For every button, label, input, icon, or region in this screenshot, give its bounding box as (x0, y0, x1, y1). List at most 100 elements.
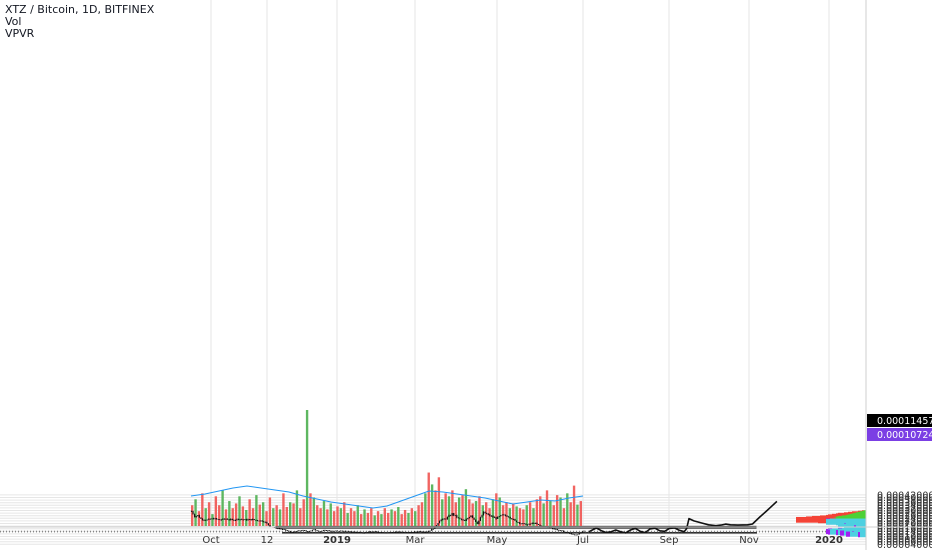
candle-body (250, 519, 252, 521)
volume-bar (245, 509, 248, 526)
time-tick-label: Jul (576, 535, 589, 546)
candle-body (434, 526, 436, 529)
volume-bar (268, 497, 272, 526)
time-tick-label: 12 (261, 535, 274, 546)
candle-body (453, 513, 455, 516)
candle-body (288, 530, 290, 532)
time-tick-label: Sep (660, 535, 679, 546)
candle-body (242, 519, 244, 521)
candle-body (409, 532, 411, 534)
volume-bar (248, 499, 251, 526)
candle-body (289, 531, 292, 533)
volume-bar (403, 509, 407, 526)
candle-body (573, 534, 576, 536)
candle-body (352, 531, 354, 533)
volume-bar (261, 502, 265, 526)
candle-body (310, 530, 312, 532)
candle-body (346, 530, 348, 532)
candle-body (577, 534, 579, 536)
candle-body (245, 519, 248, 521)
volume-bar (393, 511, 397, 526)
price-tick-label: 0.00042000 (877, 490, 932, 501)
volume-bar (498, 497, 501, 526)
candle-body (380, 532, 383, 534)
candle-body (481, 515, 483, 518)
volume-ma-path (190, 485, 584, 509)
candle-body (239, 519, 241, 521)
candle-body (448, 515, 450, 517)
candle-body (552, 528, 554, 530)
candle-body (264, 521, 266, 523)
candle-body (256, 520, 259, 521)
candle-body (512, 519, 514, 520)
price-tick-label: 0.00010000 (877, 532, 932, 543)
candle-body (231, 519, 233, 520)
candle-body (209, 518, 211, 520)
candle-body (498, 516, 500, 518)
candle-body (379, 532, 381, 534)
candle-body (286, 530, 288, 532)
vpvr-profile (796, 510, 866, 538)
candle-body (308, 531, 310, 532)
candle-body (327, 530, 329, 532)
vpvr-down-bar (836, 529, 838, 536)
candle-body (536, 523, 538, 525)
candle-body (484, 511, 486, 514)
candle-body (333, 530, 335, 532)
candle-body (391, 532, 394, 533)
candle-body (223, 518, 226, 520)
candle-body (395, 531, 397, 533)
candle-body (241, 519, 243, 521)
projection-path[interactable] (588, 500, 778, 534)
candle-body (296, 531, 298, 533)
volume-bar (390, 509, 393, 526)
candle-body (247, 519, 249, 521)
volume-bar (539, 496, 542, 526)
volume-bar (512, 503, 515, 526)
volume-bar (234, 503, 238, 526)
symbol-title[interactable]: XTZ / Bitcoin, 1D, BITFINEX (5, 3, 155, 16)
candle-body (541, 525, 543, 527)
candle-body (344, 530, 346, 532)
volume-bar (549, 501, 552, 526)
candlesticks (190, 510, 585, 536)
volume-indicator-label[interactable]: Vol (5, 15, 22, 28)
candle-body (421, 531, 423, 533)
candle-body (206, 519, 208, 521)
volume-bar (457, 497, 461, 526)
price-axis-bg (866, 0, 932, 550)
candle-body (526, 524, 529, 526)
candle-body (575, 534, 577, 536)
vpvr-down-bar (858, 532, 860, 538)
candle-body (416, 531, 419, 533)
candle-body (404, 532, 406, 533)
current-price-text: 0.00011457 (877, 416, 932, 427)
current-price-tag (867, 414, 932, 427)
price-tick-label: 0.00036000 (877, 498, 932, 509)
candle-body (429, 530, 431, 532)
candle-body (415, 531, 417, 533)
volume-bar (555, 495, 559, 526)
candle-body (321, 530, 323, 532)
candle-body (238, 518, 240, 520)
candle-body (471, 515, 474, 518)
candle-body (438, 520, 441, 524)
volume-bar (579, 501, 582, 526)
vpvr-down-bar (828, 529, 830, 535)
candle-body (432, 528, 434, 530)
candle-body (489, 514, 491, 516)
volume-bar (485, 502, 488, 526)
price-axis[interactable]: 0.000040000.000060000.000080000.00010000… (865, 0, 932, 551)
volume-bar (528, 502, 532, 526)
volume-bar (309, 493, 312, 526)
vpvr-indicator-label[interactable]: VPVR (5, 27, 35, 40)
candle-body (311, 529, 313, 531)
volume-bar (228, 501, 231, 526)
candle-body (519, 522, 521, 524)
candle-body (514, 519, 516, 521)
volume-bar (430, 484, 434, 526)
time-axis[interactable]: Oct 12 2019 Mar May Jul Sep Nov 2020 (0, 526, 932, 546)
volume-bar (258, 504, 261, 526)
